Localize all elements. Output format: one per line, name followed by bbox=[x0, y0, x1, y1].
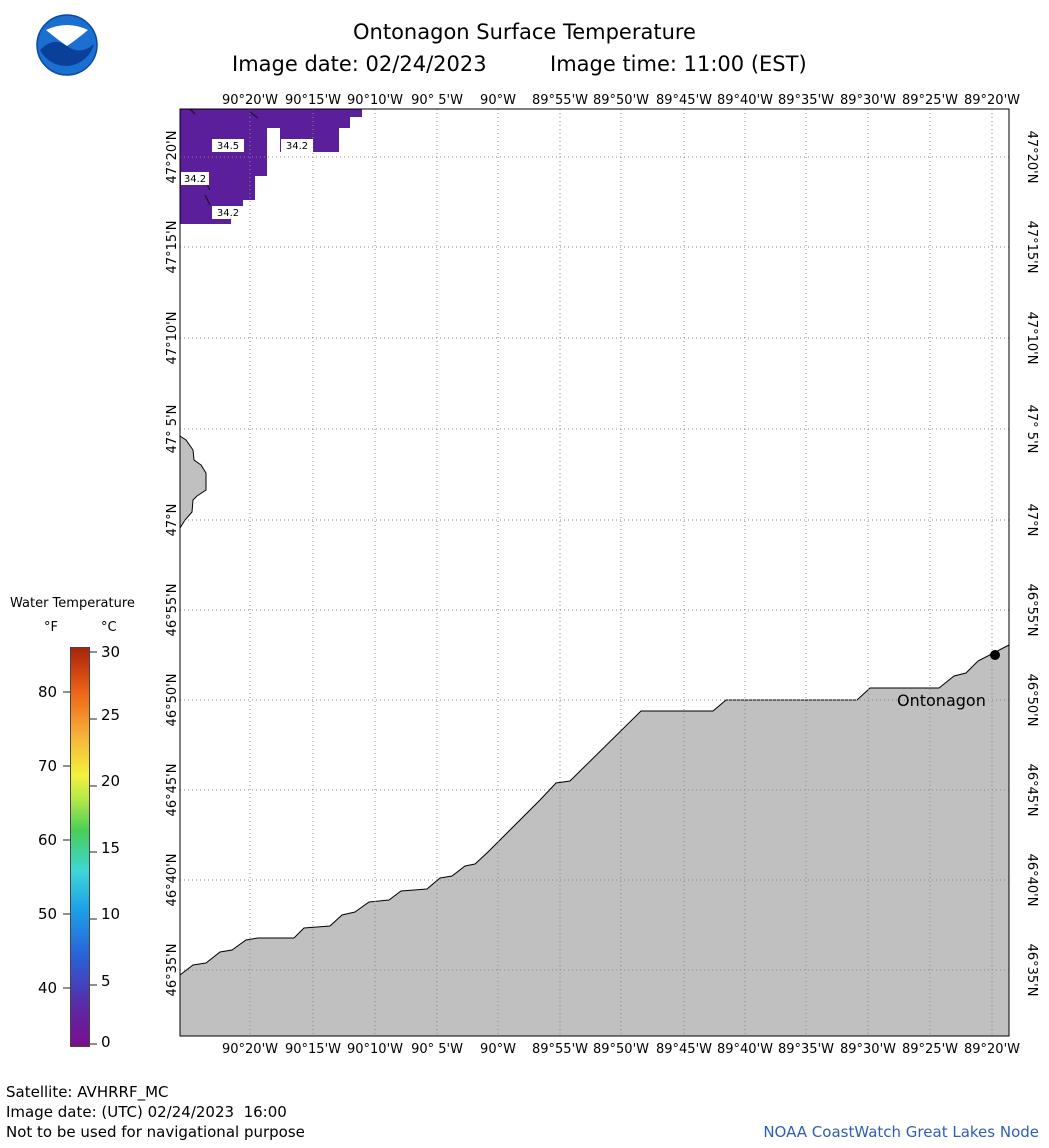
lon-label: 89°25'W bbox=[902, 93, 958, 108]
noaa-logo-icon bbox=[36, 14, 98, 76]
lat-label: 46°50'N bbox=[165, 674, 180, 727]
legend-unit-c: °C bbox=[101, 620, 117, 635]
lon-label: 90°W bbox=[480, 1042, 516, 1057]
lon-label: 89°55'W bbox=[532, 93, 588, 108]
contour-label: 34.2 bbox=[286, 141, 308, 152]
scale-tick-f: 80 bbox=[38, 683, 58, 701]
lat-label: 46°35'N bbox=[165, 944, 180, 997]
lat-label: 47°20'N bbox=[165, 131, 180, 184]
credit-link[interactable]: NOAA CoastWatch Great Lakes Node bbox=[763, 1123, 1039, 1141]
lon-label: 89°20'W bbox=[964, 93, 1020, 108]
graticule bbox=[180, 109, 1009, 1036]
lat-label: 46°35'N bbox=[1024, 944, 1039, 997]
scale-tick-c: 30 bbox=[101, 643, 121, 661]
lat-label: 47°N bbox=[165, 504, 180, 537]
lon-label: 90°15'W bbox=[285, 93, 341, 108]
scale-tick-c: 25 bbox=[101, 706, 121, 724]
image-date: Image date: 02/24/2023 bbox=[232, 52, 487, 76]
lon-label: 89°40'W bbox=[717, 93, 773, 108]
utc-date: Image date: (UTC) 02/24/2023 16:00 bbox=[6, 1103, 287, 1121]
lon-label: 90°W bbox=[480, 93, 516, 108]
contour-label: 34.2 bbox=[184, 174, 206, 185]
legend-unit-f: °F bbox=[44, 620, 58, 635]
lon-label: 89°40'W bbox=[717, 1042, 773, 1057]
lon-label: 90°20'W bbox=[222, 1042, 278, 1057]
map-title: Ontonagon Surface Temperature bbox=[353, 20, 696, 44]
scale-tick-f: 60 bbox=[38, 831, 58, 849]
lat-label: 47°15'N bbox=[1024, 221, 1039, 274]
lat-label: 46°40'N bbox=[165, 854, 180, 907]
lon-label: 89°50'W bbox=[593, 93, 649, 108]
contour-label: 34.5 bbox=[217, 141, 239, 152]
lat-label: 46°55'N bbox=[165, 584, 180, 637]
lon-label: 89°30'W bbox=[840, 93, 896, 108]
scale-tick-c: 20 bbox=[101, 772, 121, 790]
lon-label: 89°50'W bbox=[593, 1042, 649, 1057]
lon-label: 90°10'W bbox=[347, 93, 403, 108]
lat-label: 47°20'N bbox=[1024, 131, 1039, 184]
lat-label: 47° 5'N bbox=[165, 405, 180, 454]
lon-label: 90° 5'W bbox=[411, 1042, 463, 1057]
disclaimer: Not to be used for navigational purpose bbox=[6, 1123, 305, 1141]
scale-ticks bbox=[63, 651, 97, 1045]
lon-label: 89°45'W bbox=[656, 93, 712, 108]
lon-label: 89°20'W bbox=[964, 1042, 1020, 1057]
lon-label: 89°35'W bbox=[778, 93, 834, 108]
satellite-info: Satellite: AVHRRF_MC bbox=[6, 1083, 169, 1101]
lon-label: 89°30'W bbox=[840, 1042, 896, 1057]
lat-labels-right: 47°20'N 47°15'N 47°10'N 47° 5'N 47°N 46°… bbox=[1024, 131, 1039, 997]
lat-label: 47° 5'N bbox=[1024, 405, 1039, 454]
scale-tick-f: 50 bbox=[38, 905, 58, 923]
scale-tick-f: 70 bbox=[38, 757, 58, 775]
scale-tick-c: 5 bbox=[101, 972, 111, 990]
lon-label: 90°20'W bbox=[222, 93, 278, 108]
lat-label: 46°45'N bbox=[1024, 764, 1039, 817]
cold-water-region bbox=[180, 109, 362, 224]
contour-label: 34.2 bbox=[217, 208, 239, 219]
image-time: Image time: 11:00 (EST) bbox=[550, 52, 807, 76]
lon-labels-bottom: 90°20'W 90°15'W 90°10'W 90° 5'W 90°W 89°… bbox=[222, 1042, 1020, 1057]
scale-tick-c: 0 bbox=[101, 1033, 111, 1051]
scale-tick-c: 15 bbox=[101, 839, 121, 857]
place-label-ontonagon: Ontonagon bbox=[897, 691, 986, 710]
lat-label: 46°45'N bbox=[165, 764, 180, 817]
lat-label: 47°15'N bbox=[165, 221, 180, 274]
lat-label: 46°40'N bbox=[1024, 854, 1039, 907]
lon-label: 90°10'W bbox=[347, 1042, 403, 1057]
lon-labels-top: 90°20'W 90°15'W 90°10'W 90° 5'W 90°W 89°… bbox=[222, 93, 1020, 108]
lon-label: 89°55'W bbox=[532, 1042, 588, 1057]
lat-label: 47°10'N bbox=[1024, 312, 1039, 365]
lon-label: 89°35'W bbox=[778, 1042, 834, 1057]
lon-label: 89°45'W bbox=[656, 1042, 712, 1057]
lon-label: 90° 5'W bbox=[411, 93, 463, 108]
lat-label: 46°55'N bbox=[1024, 584, 1039, 637]
scale-tick-c: 10 bbox=[101, 905, 121, 923]
color-scale-bar bbox=[70, 647, 90, 1047]
lon-label: 90°15'W bbox=[285, 1042, 341, 1057]
lat-label: 46°50'N bbox=[1024, 674, 1039, 727]
ontonagon-marker bbox=[990, 650, 1000, 660]
lat-label: 47°10'N bbox=[165, 312, 180, 365]
lat-label: 47°N bbox=[1024, 504, 1039, 537]
lon-label: 89°25'W bbox=[902, 1042, 958, 1057]
scale-tick-f: 40 bbox=[38, 979, 58, 997]
land-south bbox=[179, 644, 1010, 1037]
lat-labels-left: 47°20'N 47°15'N 47°10'N 47° 5'N 47°N 46°… bbox=[165, 131, 180, 997]
legend-title: Water Temperature bbox=[10, 596, 135, 611]
